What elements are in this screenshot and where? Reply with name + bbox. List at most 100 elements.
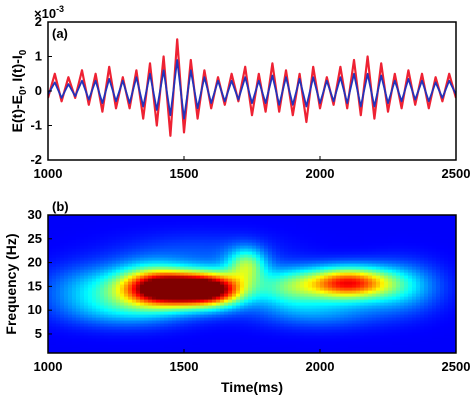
heatmap-cell [276,227,281,231]
heatmap-cell [372,263,377,267]
heatmap-cell [232,263,237,267]
heatmap-cell [128,311,133,315]
heatmap-cell [432,230,437,234]
heatmap-cell [92,293,97,297]
heatmap-cell [100,308,105,312]
heatmap-cell [60,287,65,291]
heatmap-cell [60,293,65,297]
heatmap-cell [244,326,249,330]
heatmap-cell [64,236,69,240]
heatmap-cell [432,338,437,342]
heatmap-cell [428,290,433,294]
heatmap-cell [88,227,93,231]
heatmap-cell [228,338,233,342]
heatmap-cell [236,314,241,318]
heatmap-cell [236,275,241,279]
heatmap-cell [256,305,261,309]
heatmap-cell [192,293,197,297]
heatmap-cell [444,233,449,237]
heatmap-cell [452,278,456,282]
heatmap-cell [104,335,109,339]
heatmap-cell [260,245,265,249]
heatmap-cell [76,275,81,279]
heatmap-cell [124,236,129,240]
heatmap-cell [176,302,181,306]
heatmap-cell [356,305,361,309]
heatmap-cell [56,263,61,267]
heatmap-cell [292,236,297,240]
heatmap-cell [392,224,397,228]
heatmap-cell [184,233,189,237]
heatmap-cell [104,299,109,303]
heatmap-cell [248,257,253,261]
heatmap-cell [300,332,305,336]
heatmap-cell [288,218,293,222]
heatmap-cell [272,341,277,345]
heatmap-cell [120,341,125,345]
heatmap-cell [92,287,97,291]
heatmap-cell [120,269,125,273]
heatmap-cell [440,236,445,240]
heatmap-cell [92,347,97,351]
heatmap-cell [184,317,189,321]
heatmap-cell [252,326,257,330]
heatmap-cell [236,233,241,237]
heatmap-cell [72,245,77,249]
heatmap-cell [196,302,201,306]
heatmap-cell [156,284,161,288]
heatmap-cell [388,281,393,285]
heatmap-cell [356,344,361,348]
heatmap-cell [304,293,309,297]
heatmap-cell [164,302,169,306]
heatmap-cell [292,269,297,273]
heatmap-cell [360,242,365,246]
heatmap-cell [176,350,181,353]
heatmap-cell [116,284,121,288]
heatmap-cell [48,275,53,279]
heatmap-cell [352,257,357,261]
heatmap-cell [236,347,241,351]
heatmap-cell [188,254,193,258]
heatmap-cell [268,341,273,345]
heatmap-cell [148,248,153,252]
heatmap-cell [164,245,169,249]
heatmap-cell [240,326,245,330]
heatmap-cell [84,344,89,348]
heatmap-cell [296,335,301,339]
heatmap-cell [52,278,57,282]
heatmap-cell [452,215,456,219]
heatmap-cell [416,335,421,339]
heatmap-cell [164,293,169,297]
heatmap-cell [52,284,57,288]
heatmap-cell [76,308,81,312]
heatmap-cell [144,239,149,243]
heatmap-cell [164,263,169,267]
heatmap-cell [188,314,193,318]
heatmap-cell [272,254,277,258]
heatmap-cell [244,278,249,282]
heatmap-cell [72,317,77,321]
heatmap-cell [64,314,69,318]
heatmap-cell [356,278,361,282]
heatmap-cell [212,344,217,348]
heatmap-cell [316,305,321,309]
heatmap-cell [416,311,421,315]
heatmap-cell [272,278,277,282]
heatmap-cell [108,218,113,222]
heatmap-cell [144,290,149,294]
heatmap-cell [264,335,269,339]
heatmap-cell [220,323,225,327]
heatmap-cell [240,344,245,348]
heatmap-cell [244,293,249,297]
heatmap-cell [416,347,421,351]
heatmap-cell [144,308,149,312]
heatmap-cell [428,284,433,288]
heatmap-cell [408,254,413,258]
heatmap-cell [396,236,401,240]
heatmap-cell [328,314,333,318]
heatmap-cell [140,347,145,351]
heatmap-cell [72,242,77,246]
heatmap-cell [72,308,77,312]
heatmap-cell [304,236,309,240]
heatmap-cell [328,338,333,342]
